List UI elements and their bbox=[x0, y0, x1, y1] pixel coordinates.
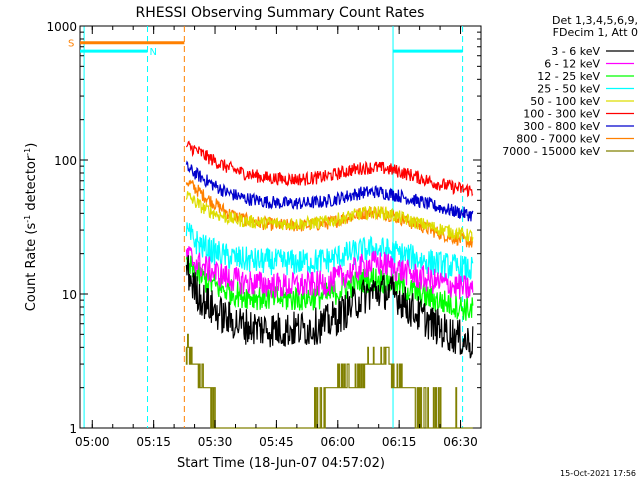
y-label-mid: detector bbox=[24, 155, 39, 215]
legend-label-7: 800 - 7000 keV bbox=[516, 133, 600, 146]
flag-label-0: S bbox=[68, 39, 74, 50]
series-line-5 bbox=[185, 140, 474, 198]
series-line-8 bbox=[185, 333, 473, 429]
y-tick-label-2: 100 bbox=[54, 154, 77, 168]
x-axis-label: Start Time (18-Jun-07 04:57:02) bbox=[177, 456, 385, 471]
y-tick-label-0: 1 bbox=[69, 422, 77, 436]
legend-label-4: 50 - 100 keV bbox=[530, 95, 600, 108]
series-line-1 bbox=[185, 246, 474, 300]
flag-label-1: N bbox=[150, 47, 157, 58]
y-label-sup2: -1 bbox=[23, 148, 32, 156]
x-tick-label-2: 05:30 bbox=[198, 435, 233, 449]
series-line-6 bbox=[185, 160, 474, 222]
legend-label-1: 6 - 12 keV bbox=[544, 58, 600, 71]
x-tick-label-3: 05:45 bbox=[259, 435, 294, 449]
legend-label-3: 25 - 50 keV bbox=[537, 83, 600, 96]
x-tick-label-1: 05:15 bbox=[136, 435, 171, 449]
x-tick-label-4: 06:00 bbox=[320, 435, 355, 449]
series-line-4 bbox=[185, 191, 474, 243]
legend-header-0: Det 1,3,4,5,6,9, bbox=[552, 14, 638, 27]
y-tick-label-1: 10 bbox=[62, 288, 77, 302]
y-tick-label-3: 1000 bbox=[46, 20, 77, 34]
y-label-main: Count Rate (s bbox=[24, 223, 39, 312]
timestamp: 15-Oct-2021 17:56 bbox=[560, 469, 636, 478]
x-tick-label-0: 05:00 bbox=[75, 435, 110, 449]
chart-title: RHESSI Observing Summary Count Rates bbox=[136, 5, 425, 21]
legend-label-0: 3 - 6 keV bbox=[551, 45, 600, 58]
x-tick-label-5: 06:15 bbox=[382, 435, 417, 449]
legend-label-6: 300 - 800 keV bbox=[523, 120, 600, 133]
legend-header-1: FDecim 1, Att 0 bbox=[553, 26, 638, 39]
legend-label-2: 12 - 25 keV bbox=[537, 70, 600, 83]
y-axis-label: Count Rate (s-1 detector-1) bbox=[23, 143, 39, 312]
y-label-sup1: -1 bbox=[23, 215, 32, 223]
series-line-0 bbox=[185, 255, 474, 359]
legend-label-5: 100 - 300 keV bbox=[523, 108, 600, 121]
x-tick-label-6: 06:30 bbox=[443, 435, 478, 449]
series-line-3 bbox=[185, 222, 474, 282]
y-label-end: ) bbox=[24, 143, 39, 148]
legend-label-8: 7000 - 15000 keV bbox=[502, 145, 600, 158]
